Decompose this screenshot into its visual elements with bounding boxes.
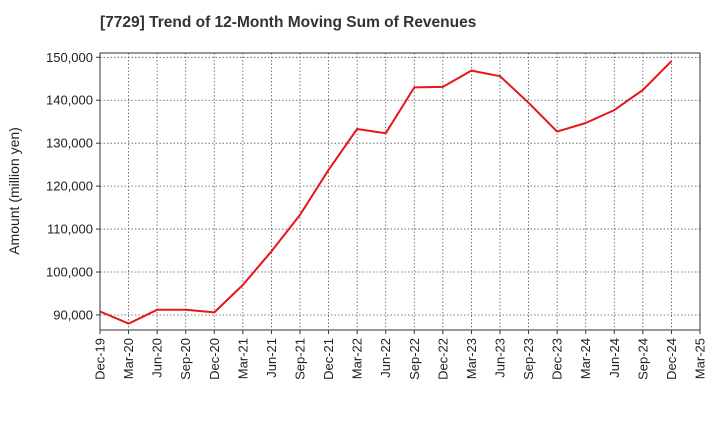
x-tick-label: Sep-22 — [407, 338, 422, 380]
x-tick-label: Mar-20 — [121, 338, 136, 379]
plot-frame — [99, 52, 701, 331]
x-tick-label: Mar-25 — [693, 338, 708, 379]
x-tick-label: Jun-24 — [607, 338, 622, 378]
x-tick-label: Sep-21 — [293, 338, 308, 380]
y-tick-label: 140,000 — [46, 93, 93, 108]
y-tick-label: 130,000 — [46, 136, 93, 151]
x-tick-label: Dec-21 — [321, 338, 336, 380]
x-tick-label: Mar-23 — [464, 338, 479, 379]
x-tick-label: Dec-24 — [664, 338, 679, 380]
x-tick-label: Jun-20 — [150, 338, 165, 378]
y-axis-ticks: 90,000 100,000 110,000 120,000 130,000 140,00… — [46, 50, 100, 322]
x-tick-label: Dec-23 — [550, 338, 565, 380]
y-tick-label: 100,000 — [46, 265, 93, 280]
x-tick-label: Jun-21 — [264, 338, 279, 378]
x-tick-label: Jun-23 — [493, 338, 508, 378]
x-tick-label: Mar-21 — [235, 338, 250, 379]
x-tick-label: Sep-24 — [635, 338, 650, 380]
x-tick-label: Dec-22 — [435, 338, 450, 380]
x-tick-label: Mar-24 — [578, 338, 593, 379]
y-tick-label: 110,000 — [47, 222, 93, 237]
x-tick-label: Dec-20 — [207, 338, 222, 380]
x-tick-label: Dec-19 — [93, 338, 108, 380]
plot-area — [100, 53, 700, 330]
chart-title: [7729] Trend of 12-Month Moving Sum of R… — [100, 14, 477, 31]
x-axis-ticks: Dec-19 Mar-20 Jun-20 Sep-20 Dec-20 Mar-21 Jun-… — [93, 330, 708, 380]
x-tick-label: Jun-22 — [378, 338, 393, 378]
y-tick-label: 120,000 — [46, 179, 93, 194]
x-tick-label: Sep-23 — [521, 338, 536, 380]
y-tick-label: 90,000 — [53, 307, 93, 322]
y-axis-label: Amount (million yen) — [6, 127, 22, 255]
series-lines — [99, 60, 673, 325]
grid-lines — [100, 53, 700, 330]
y-tick-label: 150,000 — [46, 50, 93, 65]
x-tick-label: Mar-22 — [350, 338, 365, 379]
x-tick-label: Sep-20 — [178, 338, 193, 380]
series-line — [99, 60, 673, 325]
